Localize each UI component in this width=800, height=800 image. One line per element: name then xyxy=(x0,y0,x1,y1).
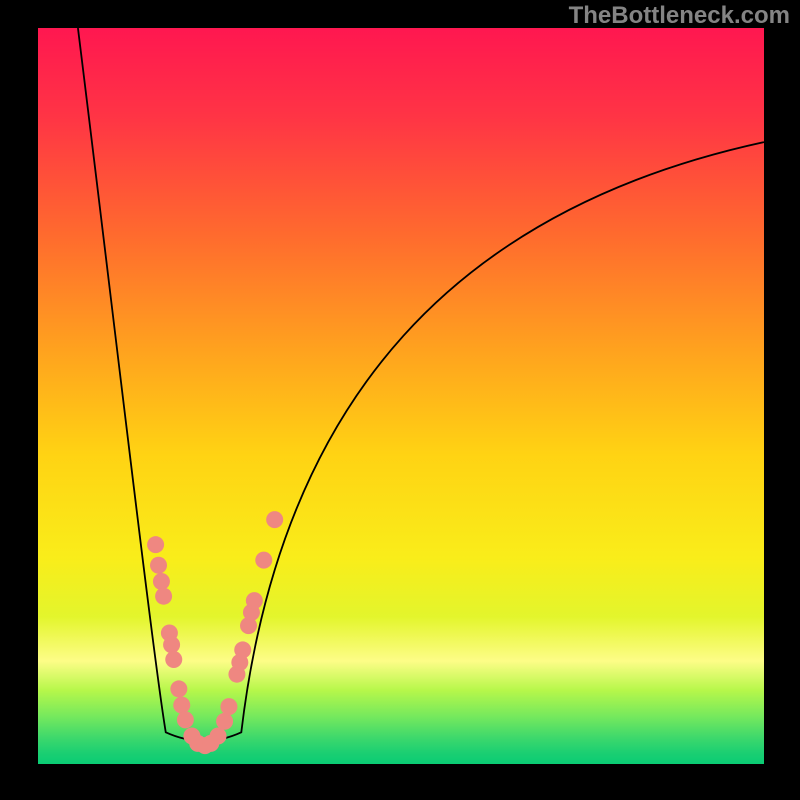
data-point xyxy=(234,641,251,658)
plot-svg xyxy=(38,28,764,764)
watermark-label: TheBottleneck.com xyxy=(569,2,790,30)
data-point xyxy=(153,573,170,590)
data-point xyxy=(255,552,272,569)
data-point xyxy=(170,680,187,697)
data-point xyxy=(220,698,237,715)
data-point xyxy=(246,592,263,609)
data-point xyxy=(266,511,283,528)
data-point xyxy=(210,728,227,745)
data-point xyxy=(177,711,194,728)
chart-frame: TheBottleneck.com xyxy=(0,0,800,800)
data-point xyxy=(163,636,180,653)
data-point xyxy=(155,588,172,605)
data-point xyxy=(150,557,167,574)
data-point xyxy=(165,651,182,668)
data-point xyxy=(147,536,164,553)
data-point xyxy=(216,713,233,730)
data-point xyxy=(173,697,190,714)
